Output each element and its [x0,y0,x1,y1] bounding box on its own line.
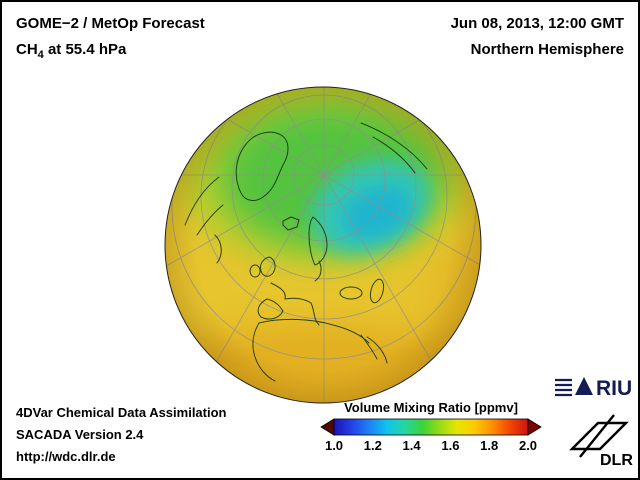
species-subscript: 4 [37,49,44,61]
colorbar-ticks: 1.0 1.2 1.4 1.6 1.8 2.0 [325,436,537,453]
species-level-line: CH4 at 55.4 hPa [16,41,127,61]
colorbar-tick-label: 2.0 [518,438,538,453]
globe-map [164,86,482,404]
colorbar: Volume Mixing Ratio [ppmv] 1.0 1.2 1.4 1.6 1… [315,400,547,453]
colorbar-under-arrow [320,418,335,436]
datetime-label: Jun 08, 2013, 12:00 GMT [450,15,624,32]
colorbar-title: Volume Mixing Ratio [ppmv] [344,400,518,415]
assimilation-label: 4DVar Chemical Data Assimilation [16,405,227,420]
dlr-logo-text: DLR [600,452,633,469]
globe-outline [164,86,482,404]
riu-logo: RIU [555,377,632,400]
colorbar-tick-label: 1.6 [441,438,460,453]
dlr-wing-icon [569,414,629,458]
version-label: SACADA Version 2.4 [16,427,144,442]
riu-triangle-icon [575,377,593,395]
colorbar-tick-label: 1.0 [324,438,344,453]
region-label: Northern Hemisphere [470,41,624,58]
product-title: GOME−2 / MetOp Forecast [16,15,205,32]
colorbar-scale [320,418,542,436]
footer-credits: 4DVar Chemical Data Assimilation SACADA … [16,402,227,468]
colorbar-tick-label: 1.8 [480,438,499,453]
header-right: Jun 08, 2013, 12:00 GMT Northern Hemisph… [451,11,624,63]
header-left: GOME−2 / MetOp Forecast CH4 at 55.4 hPa [16,11,205,68]
colorbar-tick-label: 1.4 [402,438,421,453]
colorbar-tick-label: 1.2 [363,438,382,453]
dlr-logo: DLR [569,414,633,469]
colorbar-over-arrow [527,418,542,436]
riu-logo-text: RIU [596,377,632,400]
url-label: http://wdc.dlr.de [16,449,116,464]
colorbar-gradient [333,418,529,436]
